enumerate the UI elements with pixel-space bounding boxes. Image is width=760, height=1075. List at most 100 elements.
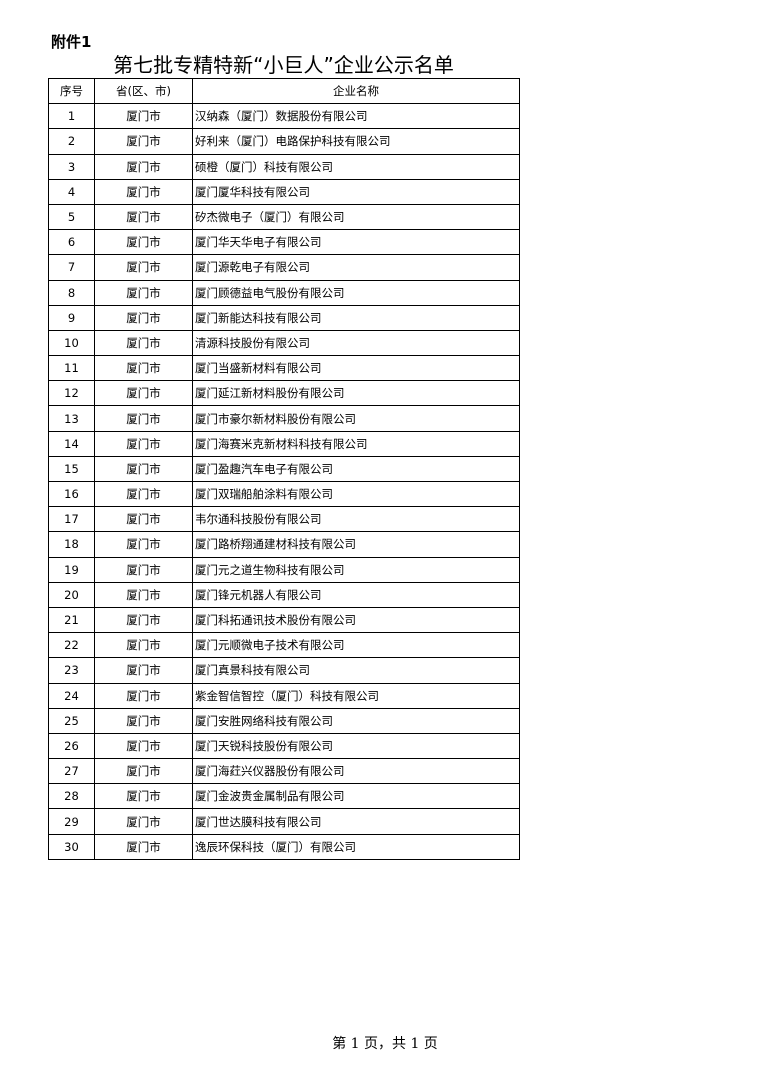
row-index: 1 bbox=[48, 103, 95, 130]
row-company: 好利来（厦门）电路保护科技有限公司 bbox=[192, 128, 520, 155]
row-region: 厦门市 bbox=[94, 355, 193, 382]
row-region: 厦门市 bbox=[94, 632, 193, 659]
row-region: 厦门市 bbox=[94, 430, 193, 457]
row-index: 6 bbox=[48, 229, 95, 256]
row-index: 5 bbox=[48, 203, 95, 231]
table-row: 3 厦门市 硕橙（厦门）科技有限公司 bbox=[48, 153, 520, 180]
row-index: 25 bbox=[48, 707, 95, 734]
table-row: 17 厦门市 韦尔通科技股份有限公司 bbox=[48, 506, 520, 533]
row-index: 16 bbox=[48, 480, 95, 508]
table-header-row: 序号 省(区、市) 企业名称 bbox=[48, 77, 520, 105]
attachment-label: 附件1 bbox=[51, 33, 92, 51]
table-row: 15 厦门市 厦门盈趣汽车电子有限公司 bbox=[48, 455, 520, 483]
row-company: 紫金智信智控（厦门）科技有限公司 bbox=[192, 682, 520, 709]
row-company: 清源科技股份有限公司 bbox=[192, 329, 520, 357]
table-row: 21 厦门市 厦门科拓通讯技术股份有限公司 bbox=[48, 606, 520, 634]
row-region: 厦门市 bbox=[94, 606, 193, 634]
row-index: 20 bbox=[48, 581, 95, 608]
row-company: 矽杰微电子（厦门）有限公司 bbox=[192, 203, 520, 231]
row-index: 22 bbox=[48, 632, 95, 659]
row-region: 厦门市 bbox=[94, 178, 193, 205]
table-row: 30 厦门市 逸辰环保科技（厦门）有限公司 bbox=[48, 833, 520, 860]
row-region: 厦门市 bbox=[94, 808, 193, 835]
row-region: 厦门市 bbox=[94, 405, 193, 432]
row-index: 29 bbox=[48, 808, 95, 835]
row-company: 厦门新能达科技有限公司 bbox=[192, 304, 520, 331]
row-region: 厦门市 bbox=[94, 103, 193, 130]
row-region: 厦门市 bbox=[94, 279, 193, 306]
row-index: 3 bbox=[48, 153, 95, 180]
row-index: 21 bbox=[48, 606, 95, 634]
row-company: 厦门元顺微电子技术有限公司 bbox=[192, 632, 520, 659]
row-company: 厦门顾德益电气股份有限公司 bbox=[192, 279, 520, 306]
header-company: 企业名称 bbox=[192, 77, 520, 105]
table-row: 10 厦门市 清源科技股份有限公司 bbox=[48, 329, 520, 357]
row-company: 厦门盈趣汽车电子有限公司 bbox=[192, 455, 520, 483]
row-company: 厦门安胜网络科技有限公司 bbox=[192, 707, 520, 734]
row-company: 厦门世达膜科技有限公司 bbox=[192, 808, 520, 835]
row-company: 厦门源乾电子有限公司 bbox=[192, 254, 520, 281]
table-row: 19 厦门市 厦门元之道生物科技有限公司 bbox=[48, 556, 520, 583]
row-region: 厦门市 bbox=[94, 455, 193, 483]
row-company: 厦门双瑞船舶涂料有限公司 bbox=[192, 480, 520, 508]
table-row: 25 厦门市 厦门安胜网络科技有限公司 bbox=[48, 707, 520, 734]
row-region: 厦门市 bbox=[94, 229, 193, 256]
table-row: 27 厦门市 厦门海荭兴仪器股份有限公司 bbox=[48, 758, 520, 785]
row-index: 18 bbox=[48, 531, 95, 558]
row-company: 厦门真景科技有限公司 bbox=[192, 657, 520, 684]
row-company: 厦门金波贵金属制品有限公司 bbox=[192, 783, 520, 810]
table-row: 6 厦门市 厦门华天华电子有限公司 bbox=[48, 229, 520, 256]
row-region: 厦门市 bbox=[94, 657, 193, 684]
row-region: 厦门市 bbox=[94, 682, 193, 709]
row-index: 14 bbox=[48, 430, 95, 457]
row-company: 厦门路桥翔通建材科技有限公司 bbox=[192, 531, 520, 558]
row-region: 厦门市 bbox=[94, 556, 193, 583]
row-index: 12 bbox=[48, 380, 95, 407]
row-index: 23 bbox=[48, 657, 95, 684]
row-region: 厦门市 bbox=[94, 707, 193, 734]
row-company: 厦门锋元机器人有限公司 bbox=[192, 581, 520, 608]
row-region: 厦门市 bbox=[94, 783, 193, 810]
row-region: 厦门市 bbox=[94, 480, 193, 508]
row-region: 厦门市 bbox=[94, 329, 193, 357]
table-row: 9 厦门市 厦门新能达科技有限公司 bbox=[48, 304, 520, 331]
row-company: 厦门科拓通讯技术股份有限公司 bbox=[192, 606, 520, 634]
row-region: 厦门市 bbox=[94, 833, 193, 860]
row-index: 10 bbox=[48, 329, 95, 357]
row-index: 4 bbox=[48, 178, 95, 205]
table-row: 5 厦门市 矽杰微电子（厦门）有限公司 bbox=[48, 203, 520, 231]
row-region: 厦门市 bbox=[94, 128, 193, 155]
row-company: 逸辰环保科技（厦门）有限公司 bbox=[192, 833, 520, 860]
company-table: 序号 省(区、市) 企业名称 1 厦门市 汉纳森（厦门）数据股份有限公司 2 厦门市 好利… bbox=[48, 77, 520, 860]
row-region: 厦门市 bbox=[94, 531, 193, 558]
row-region: 厦门市 bbox=[94, 506, 193, 533]
row-index: 27 bbox=[48, 758, 95, 785]
table-row: 29 厦门市 厦门世达膜科技有限公司 bbox=[48, 808, 520, 835]
table-row: 2 厦门市 好利来（厦门）电路保护科技有限公司 bbox=[48, 128, 520, 155]
row-company: 厦门延江新材料股份有限公司 bbox=[192, 380, 520, 407]
row-index: 8 bbox=[48, 279, 95, 306]
table-row: 11 厦门市 厦门当盛新材料有限公司 bbox=[48, 355, 520, 382]
row-company: 厦门海赛米克新材料科技有限公司 bbox=[192, 430, 520, 457]
row-index: 19 bbox=[48, 556, 95, 583]
table-row: 7 厦门市 厦门源乾电子有限公司 bbox=[48, 254, 520, 281]
table-row: 28 厦门市 厦门金波贵金属制品有限公司 bbox=[48, 783, 520, 810]
row-region: 厦门市 bbox=[94, 732, 193, 760]
row-region: 厦门市 bbox=[94, 304, 193, 331]
row-index: 13 bbox=[48, 405, 95, 432]
row-company: 厦门华天华电子有限公司 bbox=[192, 229, 520, 256]
row-index: 9 bbox=[48, 304, 95, 331]
row-index: 26 bbox=[48, 732, 95, 760]
table-row: 1 厦门市 汉纳森（厦门）数据股份有限公司 bbox=[48, 103, 520, 130]
table-row: 8 厦门市 厦门顾德益电气股份有限公司 bbox=[48, 279, 520, 306]
table-row: 24 厦门市 紫金智信智控（厦门）科技有限公司 bbox=[48, 682, 520, 709]
row-company: 厦门市豪尔新材料股份有限公司 bbox=[192, 405, 520, 432]
table-row: 12 厦门市 厦门延江新材料股份有限公司 bbox=[48, 380, 520, 407]
row-index: 30 bbox=[48, 833, 95, 860]
header-index: 序号 bbox=[48, 77, 95, 105]
table-row: 22 厦门市 厦门元顺微电子技术有限公司 bbox=[48, 632, 520, 659]
row-region: 厦门市 bbox=[94, 380, 193, 407]
row-region: 厦门市 bbox=[94, 153, 193, 180]
table-row: 23 厦门市 厦门真景科技有限公司 bbox=[48, 657, 520, 684]
row-index: 28 bbox=[48, 783, 95, 810]
